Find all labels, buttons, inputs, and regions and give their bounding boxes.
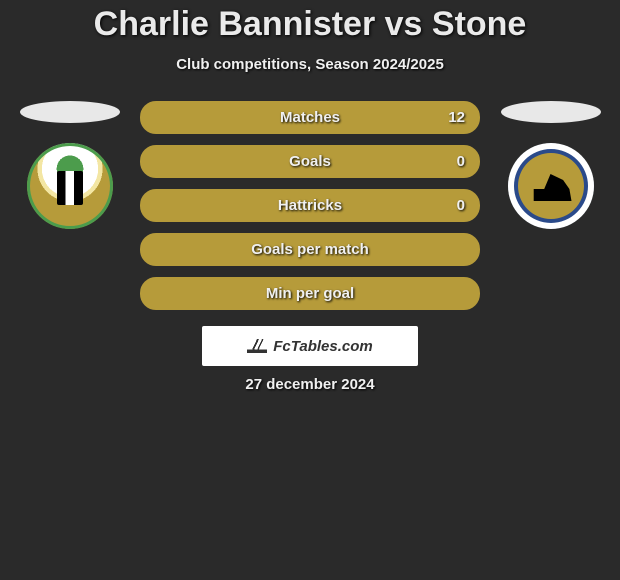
left-player-photo-placeholder bbox=[20, 101, 120, 123]
stat-row-min-per-goal: Min per goal bbox=[140, 277, 480, 310]
solihull-moors-crest-icon bbox=[27, 143, 113, 229]
page-subtitle: Club competitions, Season 2024/2025 bbox=[0, 56, 620, 73]
stat-label: Goals per match bbox=[251, 241, 369, 258]
boston-united-crest-icon bbox=[508, 143, 594, 229]
brand-watermark[interactable]: FcTables.com bbox=[202, 326, 418, 366]
chart-icon bbox=[247, 339, 267, 353]
stat-row-matches: Matches 12 bbox=[140, 101, 480, 134]
stats-column: Matches 12 Goals 0 Hattricks 0 Goals per… bbox=[140, 101, 480, 310]
left-player-side bbox=[17, 101, 122, 229]
stat-value-right: 0 bbox=[457, 153, 465, 170]
stat-value-right: 0 bbox=[457, 197, 465, 214]
comparison-row: Matches 12 Goals 0 Hattricks 0 Goals per… bbox=[0, 101, 620, 310]
stat-label: Hattricks bbox=[278, 197, 342, 214]
stat-label: Goals bbox=[289, 153, 331, 170]
brand-text: FcTables.com bbox=[273, 338, 372, 355]
stat-row-goals-per-match: Goals per match bbox=[140, 233, 480, 266]
footer-date: 27 december 2024 bbox=[0, 376, 620, 393]
stat-value-right: 12 bbox=[448, 109, 465, 126]
stat-label: Min per goal bbox=[266, 285, 354, 302]
right-player-side bbox=[498, 101, 603, 229]
stat-row-goals: Goals 0 bbox=[140, 145, 480, 178]
stat-row-hattricks: Hattricks 0 bbox=[140, 189, 480, 222]
stat-label: Matches bbox=[280, 109, 340, 126]
page-title: Charlie Bannister vs Stone bbox=[0, 5, 620, 44]
right-player-photo-placeholder bbox=[501, 101, 601, 123]
